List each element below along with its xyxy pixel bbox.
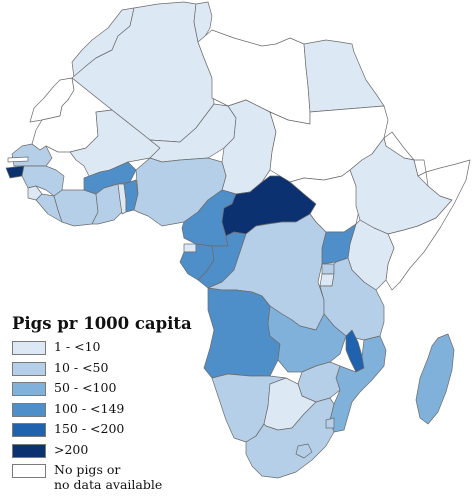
map-legend: Pigs pr 1000 capita 1 - <10 10 - <50 50 … [12,314,232,496]
legend-swatch [12,464,46,478]
legend-swatch [12,443,46,458]
legend-label: 150 - <200 [54,421,125,436]
legend-label: 50 - <100 [54,380,117,395]
legend-item: >200 [12,442,232,463]
country-somalia [385,159,471,291]
country-egypt [303,39,385,113]
country-guinea-bissau [5,165,25,179]
legend-swatch [12,402,46,417]
country-ghana [91,183,123,225]
country-equatorial-guinea [183,243,197,253]
country-south-africa [245,397,335,479]
country-tunisia [193,1,213,43]
country-lesotho [295,443,313,459]
country-eswatini [325,417,335,429]
country-rwanda [321,263,335,275]
country-burundi [319,273,335,287]
country-gambia [7,156,29,163]
legend-label: 100 - <149 [54,400,125,416]
legend-swatch [12,361,46,376]
legend-item: 10 - <50 [12,360,232,381]
legend-label: >200 [54,441,89,457]
legend-item: 150 - <200 [12,421,232,442]
legend-item: 100 - <149 [12,401,232,422]
country-zambia [267,305,347,373]
legend-label: No pigs or no data available [54,462,163,492]
legend-item: No pigs or no data available [12,462,232,496]
legend-item: 1 - <10 [12,339,232,360]
legend-item: 50 - <100 [12,380,232,401]
legend-title: Pigs pr 1000 capita [12,314,192,333]
legend-label: 1 - <10 [54,339,101,354]
country-senegal [11,143,53,167]
legend-swatch [12,382,46,396]
legend-swatch [12,341,46,355]
legend-label: 10 - <50 [54,359,109,375]
legend-swatch [12,423,46,437]
country-madagascar [415,333,455,425]
